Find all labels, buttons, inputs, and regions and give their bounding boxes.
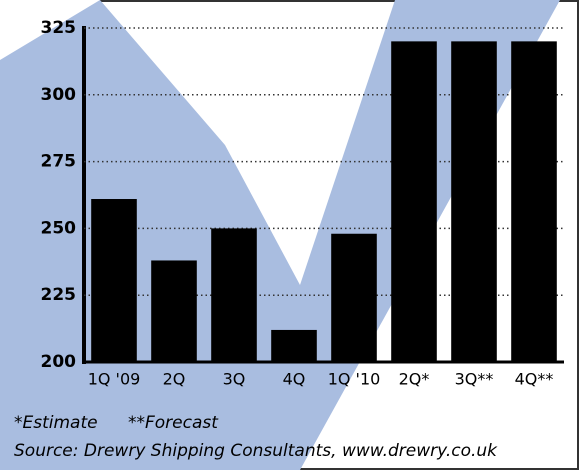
y-tick-label: 250: [41, 218, 77, 238]
x-tick-label: 4Q: [283, 370, 306, 389]
bar: [151, 260, 197, 362]
x-tick-label: 1Q '09: [88, 370, 141, 389]
note: **Forecast: [128, 413, 219, 433]
x-tick-label: 2Q: [163, 370, 186, 389]
bar: [511, 41, 557, 363]
background-cut: [0, 0, 100, 60]
y-tick-label: 200: [41, 352, 77, 372]
bar: [211, 228, 257, 362]
y-tick-label: 275: [41, 152, 77, 172]
bar: [451, 41, 497, 363]
bar: [391, 41, 437, 363]
x-tick-label: 2Q*: [399, 370, 430, 389]
x-tick-label: 1Q '10: [328, 370, 381, 389]
bar: [271, 329, 317, 362]
source: Source: Drewry Shipping Consultants, www…: [14, 441, 498, 461]
bar: [331, 233, 377, 362]
x-tick-label: 3Q**: [455, 370, 494, 389]
y-tick-label: 225: [41, 285, 77, 305]
y-tick-label: 325: [41, 18, 77, 38]
bar: [91, 199, 137, 362]
y-tick-label: 300: [41, 85, 77, 105]
x-tick-label: 3Q: [223, 370, 246, 389]
x-tick-label: 4Q**: [515, 370, 554, 389]
note: *Estimate: [14, 413, 98, 433]
